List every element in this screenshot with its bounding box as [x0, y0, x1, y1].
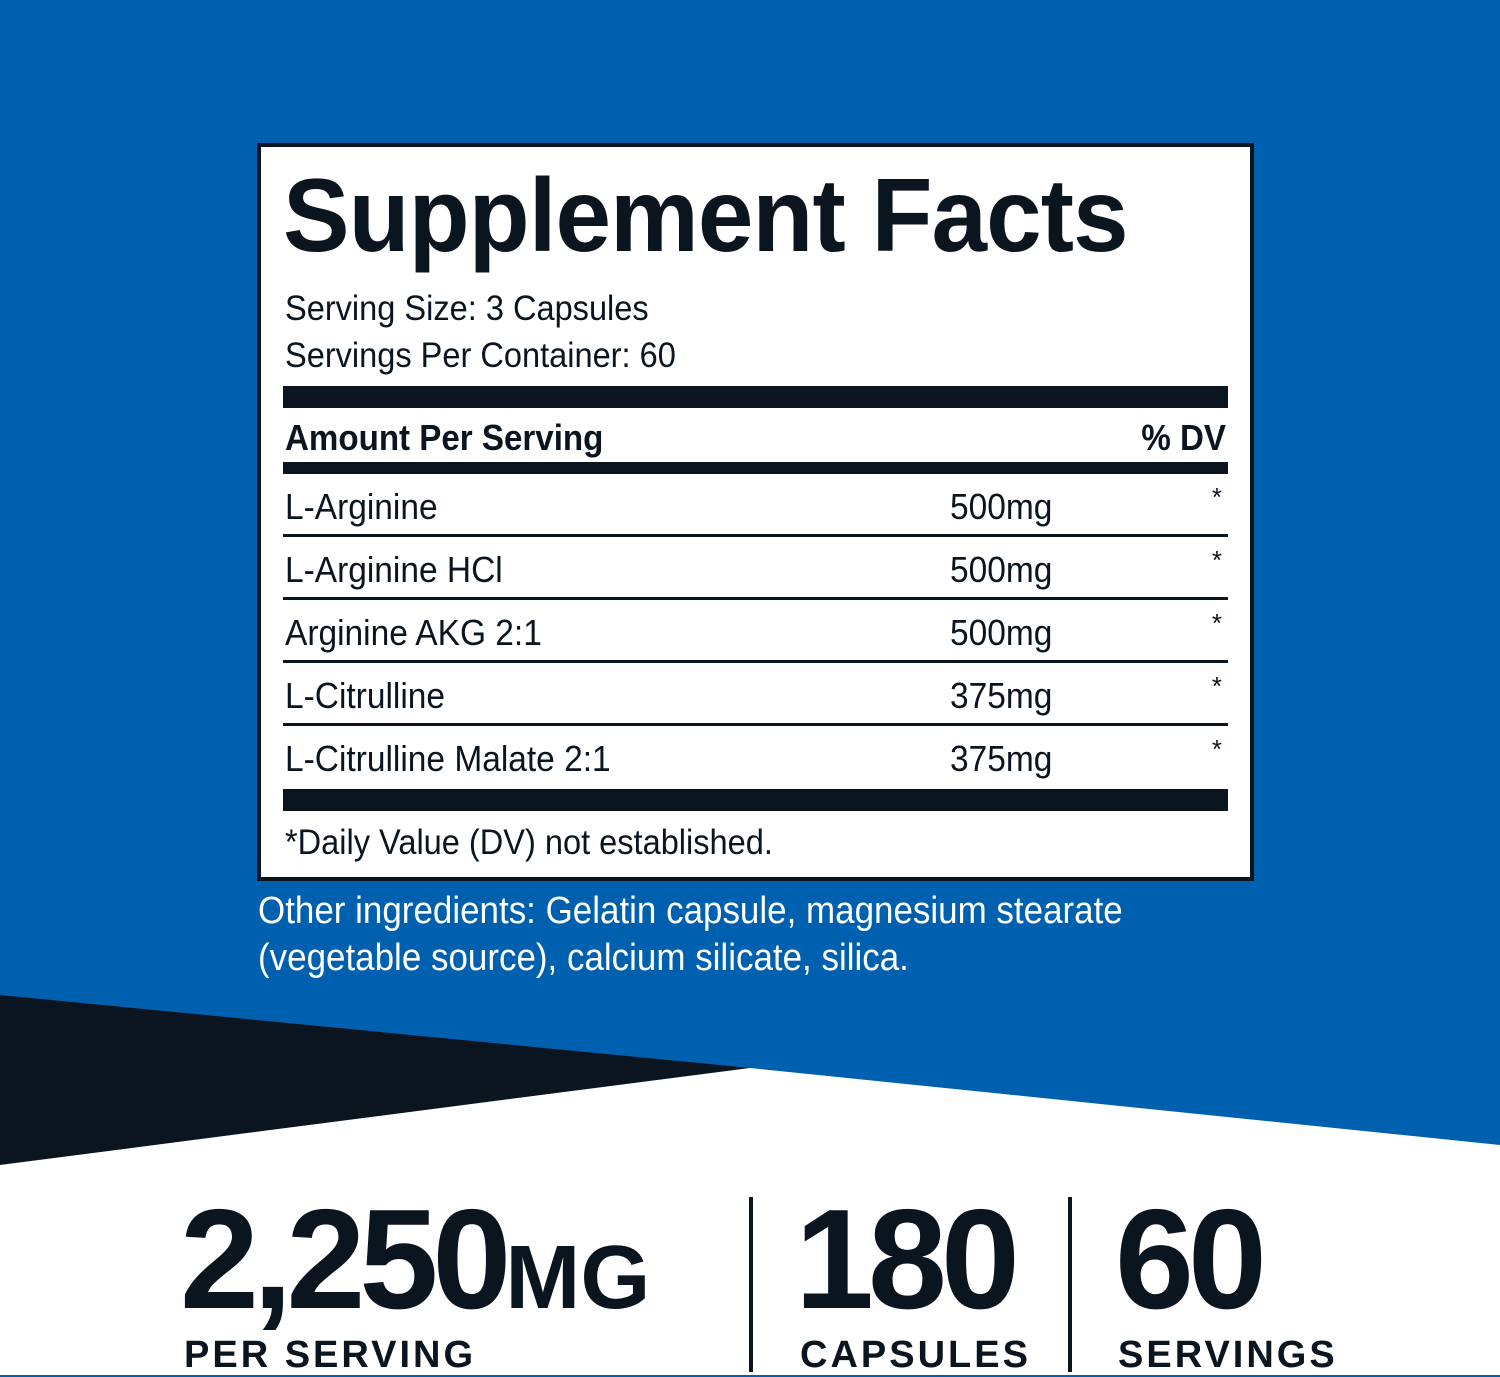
stat-divider: [1068, 1197, 1072, 1372]
supplement-facts-label: Supplement Facts Serving Size: 3 Capsule…: [257, 143, 1254, 881]
ingredient-dv: *: [1211, 482, 1222, 512]
stat-divider: [749, 1197, 753, 1372]
ingredient-row: Arginine AKG 2:1 500mg *: [283, 600, 1228, 663]
ingredient-amount: 375mg: [950, 675, 1053, 716]
stat-total-amount: 2,250MG: [180, 1178, 650, 1342]
ingredient-amount: 375mg: [950, 738, 1053, 779]
ingredient-amount: 500mg: [950, 612, 1053, 653]
ingredient-amount: 500mg: [950, 486, 1053, 527]
dv-footnote: *Daily Value (DV) not established.: [285, 823, 773, 862]
stat-unit: MG: [505, 1228, 651, 1328]
thick-divider: [283, 789, 1228, 811]
dark-triangle: [0, 995, 750, 1165]
ingredient-row: L-Citrulline 375mg *: [283, 663, 1228, 726]
ingredient-name: L-Citrulline: [285, 675, 446, 716]
ingredient-dv: *: [1211, 545, 1222, 575]
stat-caption: PER SERVING: [184, 1334, 477, 1376]
serving-size: Serving Size: 3 Capsules: [285, 289, 649, 328]
stat-caption: SERVINGS: [1118, 1334, 1338, 1376]
ingredient-dv: *: [1211, 671, 1222, 701]
stat-servings: 60: [1115, 1180, 1267, 1339]
ingredient-dv: *: [1211, 608, 1222, 638]
amount-per-serving-header: Amount Per Serving: [285, 417, 604, 458]
stat-caption: CAPSULES: [800, 1334, 1031, 1376]
thick-divider: [283, 386, 1228, 408]
other-ingredients: Other ingredients: Gelatin capsule, magn…: [258, 890, 1123, 979]
ingredient-row: L-Citrulline Malate 2:1 375mg *: [283, 726, 1228, 789]
ingredient-row: L-Arginine HCl 500mg *: [283, 537, 1228, 600]
ingredient-row: L-Arginine 500mg *: [283, 474, 1228, 537]
stat-capsules: 180: [795, 1180, 1020, 1339]
ingredient-amount: 500mg: [950, 549, 1053, 590]
label-title: Supplement Facts: [283, 158, 1129, 274]
ingredient-name: L-Citrulline Malate 2:1: [285, 738, 611, 779]
dv-header: % DV: [1141, 417, 1226, 458]
medium-divider: [283, 462, 1228, 474]
servings-per-container: Servings Per Container: 60: [285, 336, 676, 375]
ingredient-name: L-Arginine: [285, 486, 438, 527]
ingredient-name: Arginine AKG 2:1: [285, 612, 542, 653]
stat-value: 2,250: [180, 1180, 511, 1339]
ingredient-dv: *: [1211, 734, 1222, 764]
ingredient-name: L-Arginine HCl: [285, 549, 503, 590]
